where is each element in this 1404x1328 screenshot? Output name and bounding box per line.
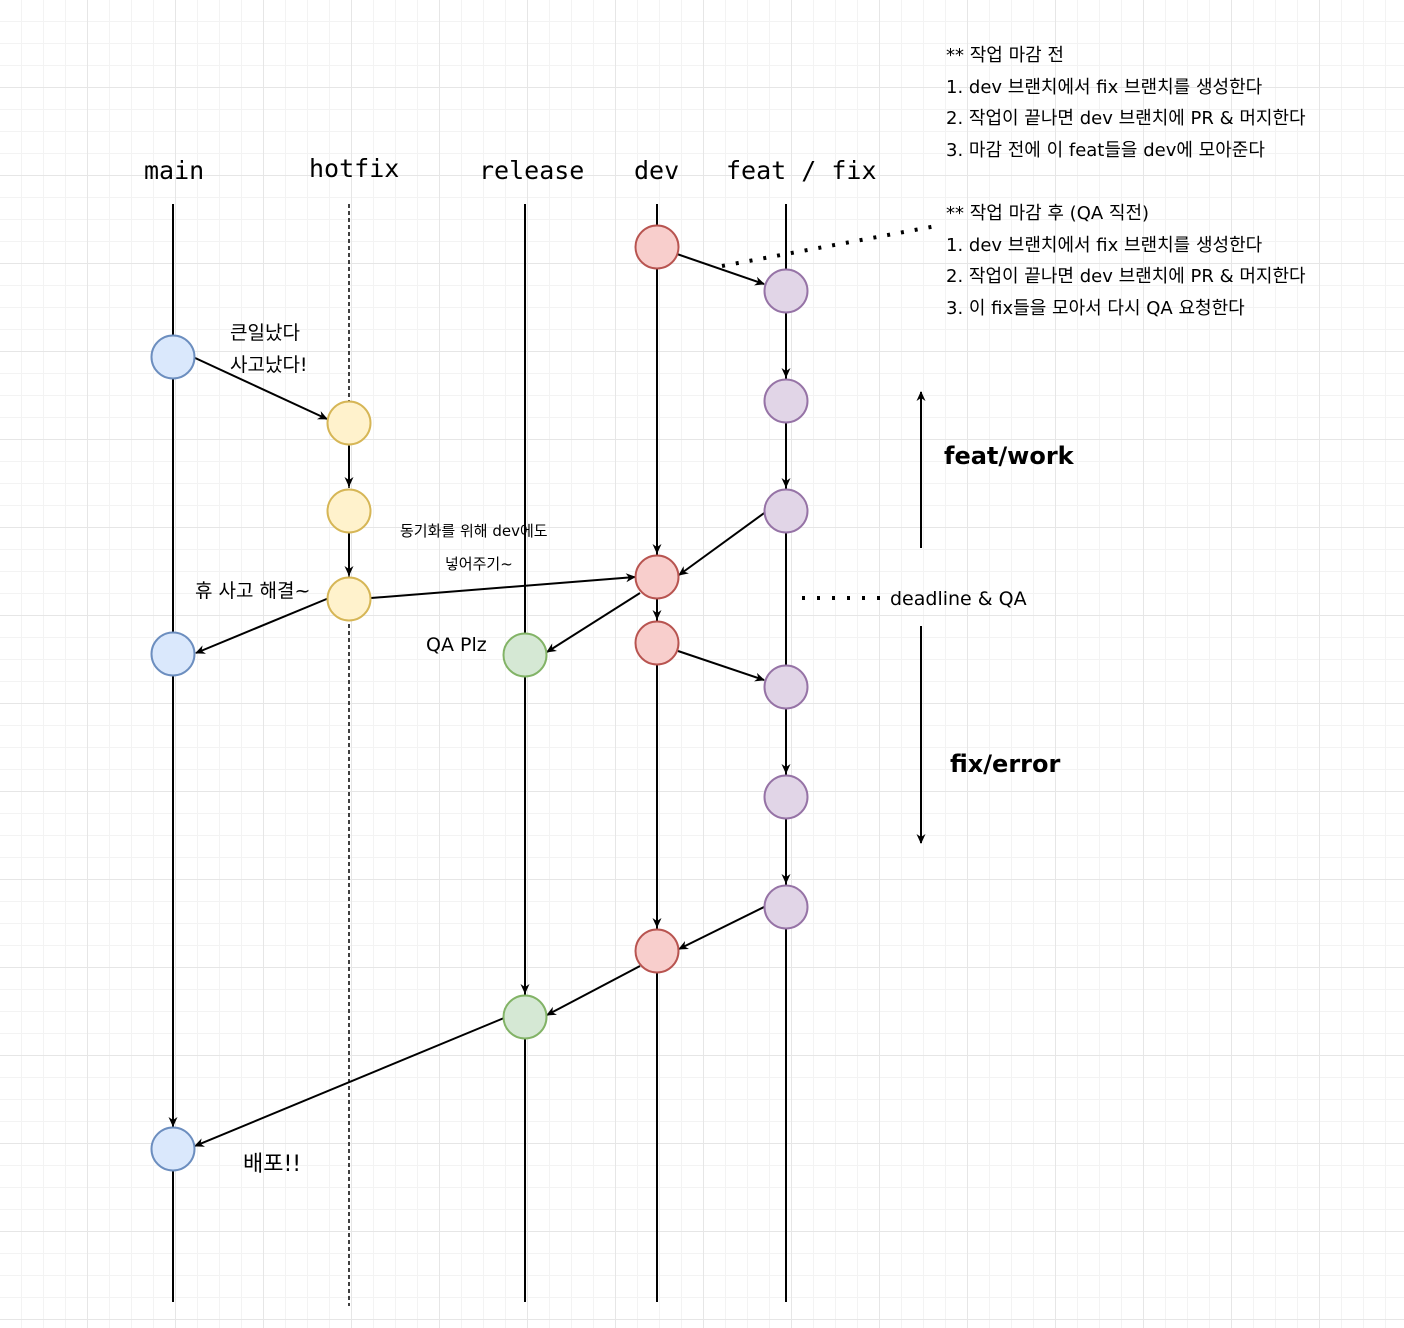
note-before-title: ** 작업 마감 전 [946,45,1064,66]
branch-header-release: release [479,156,585,185]
dev-to-release-arrow [546,592,641,653]
sync-label-line-1: 동기화를 위해 dev에도 [400,522,548,540]
commit-nodes [150,224,809,1172]
branch-header-dev: dev [634,156,680,185]
hotfix-to-dev-arrow [370,573,636,599]
feat-work-label: feat/work [944,442,1074,470]
dev-to-release-arrow-2 [546,965,641,1016]
hotfix-commit-3 [326,576,372,622]
note-connector [721,224,937,268]
main-commit-1 [150,334,196,380]
note-before-step-1: 1. dev 브랜치에서 fix 브랜치를 생성한다 [946,76,1263,98]
sync-label-line-2: 넣어주기~ [445,555,513,573]
feat-to-dev-arrow-2 [678,905,767,950]
feat-commit-5 [763,774,809,820]
main-commit-3 [150,1126,196,1172]
dev-commit-3 [634,620,680,666]
feat-commit-4 [763,664,809,710]
feat-commit-2 [763,378,809,424]
main-commit-2 [150,631,196,677]
note-before-step-3: 3. 마감 전에 이 feat들을 dev에 모아준다 [946,139,1265,161]
branch-header-main: main [144,156,205,185]
hotfix-commit-2 [326,488,372,534]
dev-to-feat-arrow-1 [676,253,765,286]
branch-header-feat-fix: feat / fix [726,156,877,185]
note-spacer [946,166,1306,198]
resolved-label: 휴 사고 해결~ [195,580,311,602]
note-before-step-2: 2. 작업이 끝나면 dev 브랜치에 PR & 머지한다 [946,108,1306,130]
note-after-step-1: 1. dev 브랜치에서 fix 브랜치를 생성한다 [946,234,1263,256]
dev-commit-1 [634,224,680,270]
release-commit-1 [502,632,548,678]
workflow-notes: ** 작업 마감 전 1. dev 브랜치에서 fix 브랜치를 생성한다 2.… [946,40,1306,324]
release-to-main-arrow [194,1017,505,1147]
branch-header-hotfix: hotfix [309,154,400,183]
hotfix-to-main-arrow [195,597,330,654]
fix-error-label: fix/error [950,750,1061,778]
qa-request-label: QA Plz [426,634,487,656]
note-after-step-2: 2. 작업이 끝나면 dev 브랜치에 PR & 머지한다 [946,266,1306,288]
note-after-step-3: 3. 이 fix들을 모아서 다시 QA 요청한다 [946,297,1245,319]
release-commit-2 [502,994,548,1040]
feat-commit-3 [763,488,809,534]
note-after-title: ** 작업 마감 후 (QA 직전) [946,202,1150,224]
deadline-label: deadline & QA [890,588,1027,610]
feat-commit-1 [763,268,809,314]
incident-label-line-2: 사고났다! [230,354,308,376]
feat-to-dev-arrow-1 [678,510,768,576]
dev-commit-2 [634,554,680,600]
main-to-hotfix-arrow [192,356,328,420]
dev-to-feat-arrow-2 [677,650,765,682]
hotfix-commit-1 [326,400,372,446]
feat-commit-6 [763,884,809,930]
incident-label-line-1: 큰일났다 [230,322,300,344]
deploy-label: 배포!! [243,1152,302,1177]
dev-commit-4 [634,928,680,974]
